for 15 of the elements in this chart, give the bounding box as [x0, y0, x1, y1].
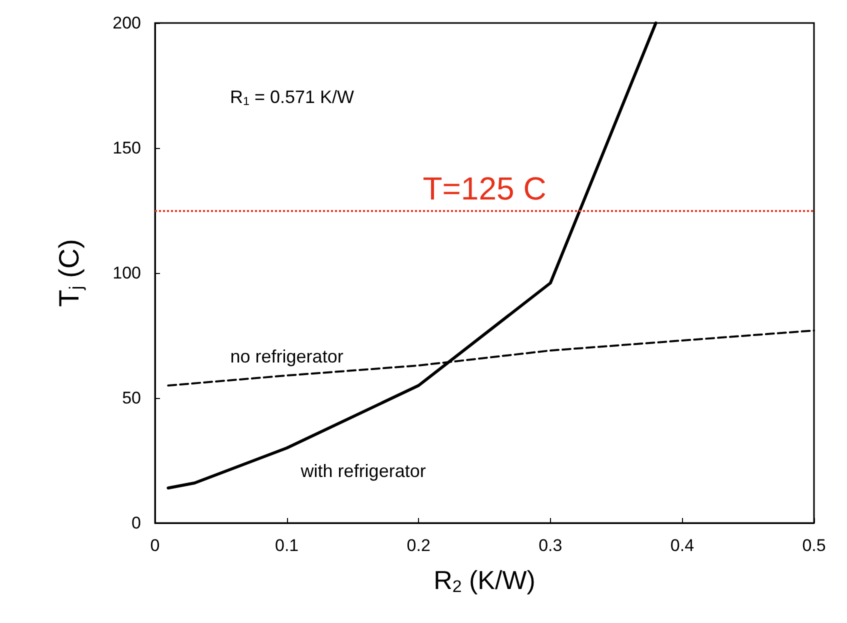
y-tick-label: 0: [132, 514, 141, 532]
x-tick-label: 0.1: [274, 536, 299, 555]
y-tick-label: 100: [112, 264, 141, 282]
y-axis-title: Tj (C): [54, 239, 86, 307]
y-tick-label: 200: [112, 14, 141, 32]
y-tick-label: 50: [122, 388, 141, 408]
x-tick-label: 0.5: [802, 536, 826, 555]
ref-line-label: T=125 C: [422, 170, 546, 206]
x-tick-label: 0.4: [670, 536, 694, 555]
x-tick-label: 0: [150, 536, 160, 555]
x-tick-label: 0.3: [538, 536, 562, 555]
series-label: no refrigerator: [230, 346, 344, 366]
series-label: with refrigerator: [300, 461, 426, 481]
x-tick-label: 0.2: [406, 536, 430, 555]
y-tick-label: 150: [112, 138, 141, 158]
